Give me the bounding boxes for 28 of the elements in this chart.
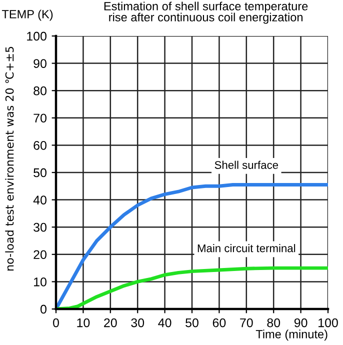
- y-tick-label: 20: [34, 250, 46, 260]
- x-tick-label: 90: [294, 318, 308, 328]
- x-tick-label: 100: [318, 318, 338, 328]
- x-tick-label: 70: [240, 318, 253, 328]
- x-tick-label: 30: [131, 318, 144, 328]
- y-tick-label: 10: [34, 278, 46, 286]
- x-axis-title: Time (minute): [256, 330, 328, 341]
- y-tick-label: 60: [34, 141, 46, 150]
- chart-title: Estimation of shell surface temperature rise after continuous coil energization: [104, 2, 308, 24]
- y-tick-label: 40: [33, 196, 46, 204]
- x-tick-label: 80: [267, 318, 280, 328]
- x-tick-label: 60: [212, 318, 226, 328]
- series-label: Main circuit terminal: [198, 244, 296, 252]
- y-tick-label: 0: [40, 304, 46, 314]
- y-tick-label: 80: [34, 86, 46, 96]
- series-label: Shell surface: [214, 160, 278, 169]
- x-tick-label: 50: [186, 318, 198, 328]
- y-tick-label: 90: [34, 59, 46, 68]
- y-tick-label: 50: [34, 168, 46, 178]
- text: no-load test environment was 20 ℃+±5: [5, 46, 14, 270]
- y-tick-label: 100: [27, 32, 46, 41]
- x-tick-label: 10: [77, 318, 90, 328]
- x-tick-label: 40: [158, 318, 172, 328]
- y-axis-title: TEMP (K): [2, 10, 53, 21]
- y-tick-label: 70: [34, 114, 46, 123]
- x-tick-label: 20: [104, 318, 117, 328]
- x-tick-label: 0: [53, 318, 59, 328]
- y-tick-label: 30: [34, 222, 46, 232]
